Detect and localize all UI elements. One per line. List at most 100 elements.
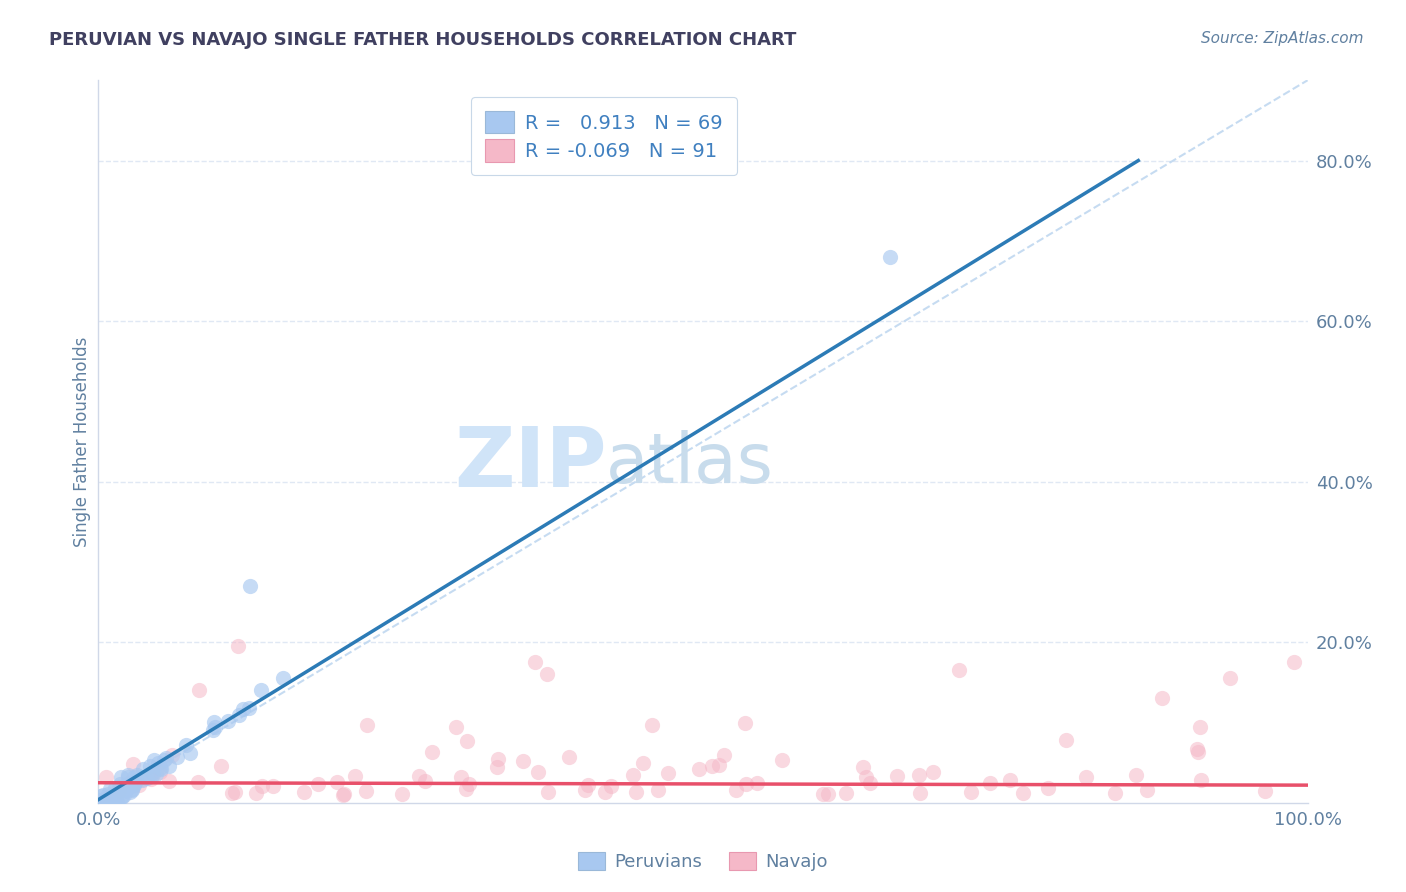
Point xyxy=(391,788,413,802)
Point xyxy=(131,772,153,787)
Point xyxy=(224,785,246,799)
Point xyxy=(486,752,509,766)
Point xyxy=(129,772,152,786)
Point xyxy=(141,772,163,786)
Point xyxy=(413,774,436,789)
Point xyxy=(209,759,232,773)
Point xyxy=(96,770,118,784)
Point xyxy=(89,793,111,807)
Point xyxy=(1136,782,1159,797)
Point xyxy=(512,754,534,768)
Legend: R =   0.913   N = 69, R = -0.069   N = 91: R = 0.913 N = 69, R = -0.069 N = 91 xyxy=(471,97,737,175)
Point xyxy=(100,789,122,803)
Point xyxy=(160,748,183,763)
Point xyxy=(356,718,378,732)
Point xyxy=(657,765,679,780)
Point xyxy=(157,773,180,788)
Point xyxy=(105,795,128,809)
Point xyxy=(1011,786,1033,800)
Point xyxy=(979,776,1001,790)
Point xyxy=(121,782,143,797)
Point xyxy=(344,769,367,783)
Point xyxy=(125,768,148,782)
Point xyxy=(118,775,141,789)
Point xyxy=(128,770,150,784)
Point xyxy=(707,758,730,772)
Point xyxy=(89,795,111,809)
Point xyxy=(155,751,177,765)
Point xyxy=(142,767,165,781)
Point xyxy=(145,766,167,780)
Point xyxy=(143,753,166,767)
Point xyxy=(149,762,172,776)
Point xyxy=(94,792,117,806)
Point xyxy=(105,789,128,803)
Point xyxy=(91,794,114,808)
Point xyxy=(1189,773,1212,788)
Point xyxy=(121,782,143,797)
Point xyxy=(444,720,467,734)
Point xyxy=(456,733,478,747)
Point xyxy=(141,766,163,780)
Point xyxy=(110,777,132,791)
Text: PERUVIAN VS NAVAJO SINGLE FATHER HOUSEHOLDS CORRELATION CHART: PERUVIAN VS NAVAJO SINGLE FATHER HOUSEHO… xyxy=(49,31,797,49)
Point xyxy=(166,750,188,764)
Point xyxy=(724,783,747,797)
Point xyxy=(835,786,858,800)
Point xyxy=(593,785,616,799)
Point xyxy=(422,745,444,759)
Point xyxy=(908,786,931,800)
Point xyxy=(1187,745,1209,759)
Point xyxy=(128,778,150,792)
Point xyxy=(110,789,132,804)
Point xyxy=(631,756,654,770)
Point xyxy=(232,702,254,716)
Point xyxy=(600,780,623,794)
Point xyxy=(108,780,131,795)
Point xyxy=(817,787,839,801)
Point xyxy=(90,789,112,803)
Point xyxy=(115,781,138,796)
Point xyxy=(734,777,756,791)
Point xyxy=(624,785,647,799)
Point xyxy=(90,795,112,809)
Point xyxy=(558,749,581,764)
Point xyxy=(152,753,174,767)
Point xyxy=(103,790,125,805)
Point xyxy=(228,707,250,722)
Point xyxy=(770,753,793,767)
Point xyxy=(97,787,120,801)
Point xyxy=(745,776,768,790)
Point xyxy=(98,795,121,809)
Y-axis label: Single Father Households: Single Father Households xyxy=(73,336,91,547)
Point xyxy=(1188,720,1211,734)
Point xyxy=(117,770,139,784)
Point xyxy=(149,761,172,775)
Point xyxy=(574,783,596,797)
Point xyxy=(688,763,710,777)
Point xyxy=(527,764,550,779)
Point xyxy=(908,768,931,782)
Point xyxy=(110,789,132,804)
Point xyxy=(104,781,127,796)
Point xyxy=(1150,691,1173,706)
Point xyxy=(98,781,121,796)
Point xyxy=(91,788,114,802)
Point xyxy=(117,780,139,794)
Point xyxy=(456,782,478,797)
Point xyxy=(576,779,599,793)
Point xyxy=(1104,786,1126,800)
Point xyxy=(221,786,243,800)
Point xyxy=(122,756,145,771)
Point xyxy=(408,769,430,783)
Point xyxy=(922,764,945,779)
Point xyxy=(124,771,146,785)
Point xyxy=(1074,770,1097,784)
Point xyxy=(125,774,148,789)
Point xyxy=(118,785,141,799)
Point xyxy=(647,783,669,797)
Point xyxy=(1254,784,1277,798)
Point xyxy=(262,779,284,793)
Point xyxy=(148,756,170,770)
Point xyxy=(292,785,315,799)
